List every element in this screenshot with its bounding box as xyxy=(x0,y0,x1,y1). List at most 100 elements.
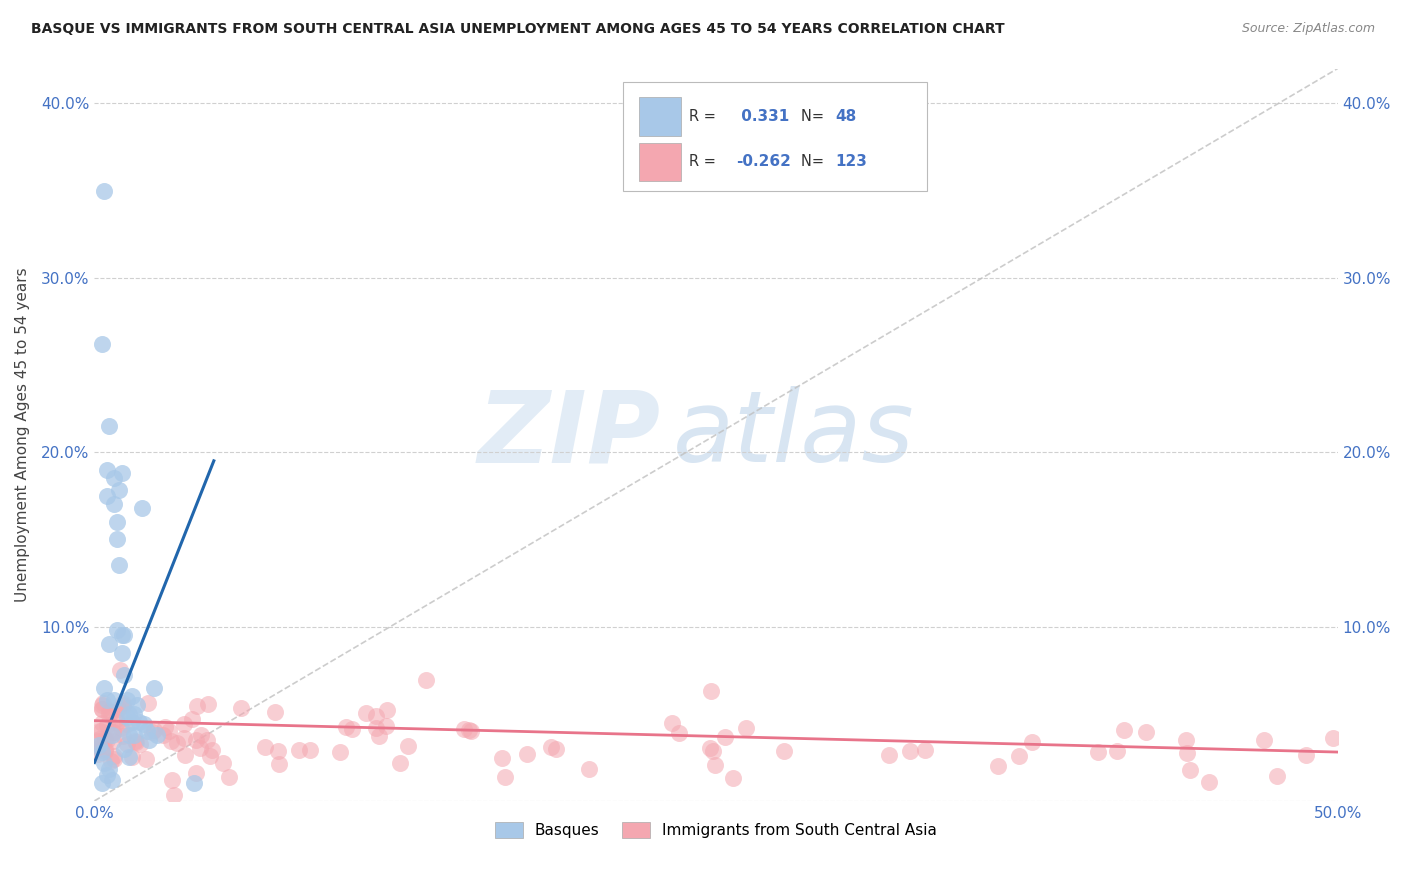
Point xyxy=(121,715,143,730)
Text: 48: 48 xyxy=(835,109,856,124)
Point xyxy=(1175,746,1198,760)
Point xyxy=(112,668,135,682)
Point xyxy=(540,739,562,754)
Point xyxy=(1322,731,1344,746)
Point xyxy=(544,742,567,756)
Text: atlas: atlas xyxy=(672,386,914,483)
Point xyxy=(115,710,138,724)
Point xyxy=(131,500,153,515)
Point xyxy=(375,703,398,717)
Point xyxy=(115,692,138,706)
Point xyxy=(702,744,724,758)
Point xyxy=(93,184,115,198)
Text: R =: R = xyxy=(689,109,720,124)
Point xyxy=(143,723,166,737)
Point xyxy=(124,734,146,748)
Point xyxy=(96,718,118,732)
Point xyxy=(87,724,110,739)
Point xyxy=(396,739,419,753)
Point xyxy=(714,731,737,745)
Point xyxy=(267,744,290,758)
Point xyxy=(186,698,208,713)
Point xyxy=(100,705,122,719)
Point xyxy=(458,723,481,738)
Legend: Basques, Immigrants from South Central Asia: Basques, Immigrants from South Central A… xyxy=(489,816,943,845)
Y-axis label: Unemployment Among Ages 45 to 54 years: Unemployment Among Ages 45 to 54 years xyxy=(15,268,30,602)
Point xyxy=(105,713,128,727)
Point xyxy=(111,628,134,642)
Point xyxy=(166,736,188,750)
Point xyxy=(135,724,157,739)
Point xyxy=(134,717,156,731)
Point xyxy=(91,696,114,710)
Point xyxy=(184,765,207,780)
Point xyxy=(87,733,110,747)
Point xyxy=(218,770,240,784)
Point xyxy=(117,717,139,731)
Point xyxy=(516,747,538,761)
Point xyxy=(1295,748,1317,763)
Point xyxy=(94,731,117,746)
Point xyxy=(111,701,134,715)
Point xyxy=(364,721,387,735)
Point xyxy=(96,768,118,782)
Point xyxy=(145,728,167,742)
FancyBboxPatch shape xyxy=(638,143,682,181)
Point xyxy=(86,747,108,761)
Point xyxy=(173,747,195,762)
Point xyxy=(90,745,112,759)
Point xyxy=(578,762,600,776)
Point xyxy=(329,745,352,759)
Point xyxy=(96,733,118,747)
Point xyxy=(96,692,118,706)
Point xyxy=(98,637,121,651)
Point xyxy=(94,744,117,758)
Point xyxy=(1021,735,1043,749)
Point xyxy=(287,742,309,756)
Point xyxy=(103,734,125,748)
Point xyxy=(108,663,131,677)
Point xyxy=(898,744,921,758)
Point xyxy=(354,706,377,720)
Text: N=: N= xyxy=(800,154,828,169)
Point xyxy=(197,697,219,711)
Point xyxy=(143,681,166,695)
Point xyxy=(91,702,114,716)
Point xyxy=(163,788,186,802)
Point xyxy=(105,714,128,729)
Point xyxy=(460,723,482,738)
Point xyxy=(98,708,121,723)
Point xyxy=(366,709,388,723)
Point xyxy=(103,752,125,766)
Point xyxy=(661,716,683,731)
Point xyxy=(201,742,224,756)
Text: BASQUE VS IMMIGRANTS FROM SOUTH CENTRAL ASIA UNEMPLOYMENT AMONG AGES 45 TO 54 YE: BASQUE VS IMMIGRANTS FROM SOUTH CENTRAL … xyxy=(31,22,1004,37)
Point xyxy=(1135,725,1157,739)
Point xyxy=(111,466,134,480)
Point xyxy=(121,690,143,704)
Text: 123: 123 xyxy=(835,154,868,169)
Point xyxy=(734,721,756,735)
Point xyxy=(152,728,174,742)
Point xyxy=(93,756,115,770)
Point xyxy=(773,744,796,758)
Point xyxy=(703,757,725,772)
Point xyxy=(108,558,131,573)
Point xyxy=(1265,769,1288,783)
Point xyxy=(90,716,112,731)
FancyBboxPatch shape xyxy=(638,97,682,136)
Point xyxy=(1107,744,1129,758)
Point xyxy=(121,750,143,764)
Point xyxy=(914,743,936,757)
Point xyxy=(89,738,111,752)
Point xyxy=(108,483,131,498)
Point xyxy=(93,681,115,695)
Point xyxy=(1198,774,1220,789)
Point xyxy=(1253,732,1275,747)
Point xyxy=(101,725,124,739)
Point xyxy=(668,726,690,740)
Text: Source: ZipAtlas.com: Source: ZipAtlas.com xyxy=(1241,22,1375,36)
Point xyxy=(111,646,134,660)
Point xyxy=(374,719,396,733)
Point xyxy=(1175,733,1198,747)
